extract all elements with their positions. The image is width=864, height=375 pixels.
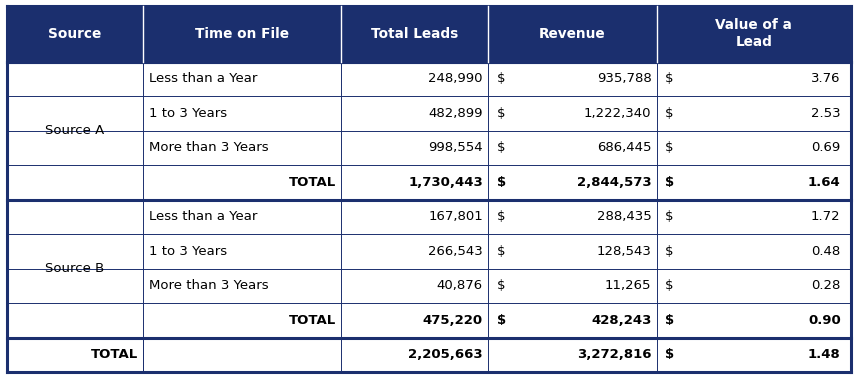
Bar: [7, 62, 851, 96]
Text: 1 to 3 Years: 1 to 3 Years: [149, 245, 227, 258]
Text: Less than a Year: Less than a Year: [149, 72, 257, 85]
Text: 475,220: 475,220: [422, 314, 483, 327]
Text: 0.28: 0.28: [811, 279, 841, 292]
Text: 1.72: 1.72: [811, 210, 841, 223]
Text: $: $: [665, 210, 674, 223]
Text: 1,222,340: 1,222,340: [584, 107, 651, 120]
Text: 2.53: 2.53: [811, 107, 841, 120]
Text: $: $: [497, 210, 505, 223]
Text: $: $: [497, 176, 506, 189]
Text: 0.69: 0.69: [811, 141, 841, 154]
Text: 288,435: 288,435: [597, 210, 651, 223]
Text: $: $: [497, 107, 505, 120]
Text: Total Leads: Total Leads: [372, 27, 458, 40]
Text: 40,876: 40,876: [437, 279, 483, 292]
Text: More than 3 Years: More than 3 Years: [149, 279, 269, 292]
Bar: [7, 303, 851, 338]
Text: Source A: Source A: [45, 124, 105, 137]
Text: TOTAL: TOTAL: [91, 348, 138, 361]
Text: $: $: [497, 72, 505, 85]
Text: Source: Source: [48, 27, 101, 40]
Bar: [7, 6, 851, 62]
Text: 248,990: 248,990: [429, 72, 483, 85]
Text: $: $: [665, 348, 675, 361]
Bar: [7, 165, 851, 200]
Text: 1,730,443: 1,730,443: [408, 176, 483, 189]
Text: 935,788: 935,788: [597, 72, 651, 85]
Text: 0.90: 0.90: [808, 314, 841, 327]
Text: 11,265: 11,265: [605, 279, 651, 292]
Text: Less than a Year: Less than a Year: [149, 210, 257, 223]
Text: 3,272,816: 3,272,816: [577, 348, 651, 361]
Text: $: $: [497, 245, 505, 258]
Text: More than 3 Years: More than 3 Years: [149, 141, 269, 154]
Text: Source B: Source B: [45, 262, 105, 275]
Text: $: $: [665, 72, 674, 85]
Text: $: $: [665, 245, 674, 258]
Text: 1 to 3 Years: 1 to 3 Years: [149, 107, 227, 120]
Text: $: $: [665, 176, 675, 189]
Bar: [7, 96, 851, 130]
Text: $: $: [665, 141, 674, 154]
Text: $: $: [497, 141, 505, 154]
Text: 3.76: 3.76: [811, 72, 841, 85]
Text: 482,899: 482,899: [429, 107, 483, 120]
Text: 128,543: 128,543: [596, 245, 651, 258]
Text: 2,844,573: 2,844,573: [577, 176, 651, 189]
Bar: [7, 338, 851, 372]
Bar: [7, 200, 851, 234]
Text: $: $: [665, 107, 674, 120]
Text: TOTAL: TOTAL: [289, 176, 336, 189]
Text: 1.64: 1.64: [808, 176, 841, 189]
Bar: [7, 130, 851, 165]
Text: $: $: [665, 279, 674, 292]
Text: 1.48: 1.48: [808, 348, 841, 361]
Text: Time on File: Time on File: [195, 27, 289, 40]
Text: 266,543: 266,543: [429, 245, 483, 258]
Text: 686,445: 686,445: [597, 141, 651, 154]
Bar: [7, 268, 851, 303]
Text: $: $: [497, 314, 506, 327]
Text: Revenue: Revenue: [539, 27, 606, 40]
Text: Value of a
Lead: Value of a Lead: [715, 18, 792, 49]
Text: 167,801: 167,801: [429, 210, 483, 223]
Text: $: $: [665, 314, 675, 327]
Text: 998,554: 998,554: [429, 141, 483, 154]
Bar: [7, 234, 851, 268]
Text: $: $: [497, 279, 505, 292]
Text: 428,243: 428,243: [591, 314, 651, 327]
Text: 0.48: 0.48: [811, 245, 841, 258]
Text: TOTAL: TOTAL: [289, 314, 336, 327]
Text: 2,205,663: 2,205,663: [409, 348, 483, 361]
